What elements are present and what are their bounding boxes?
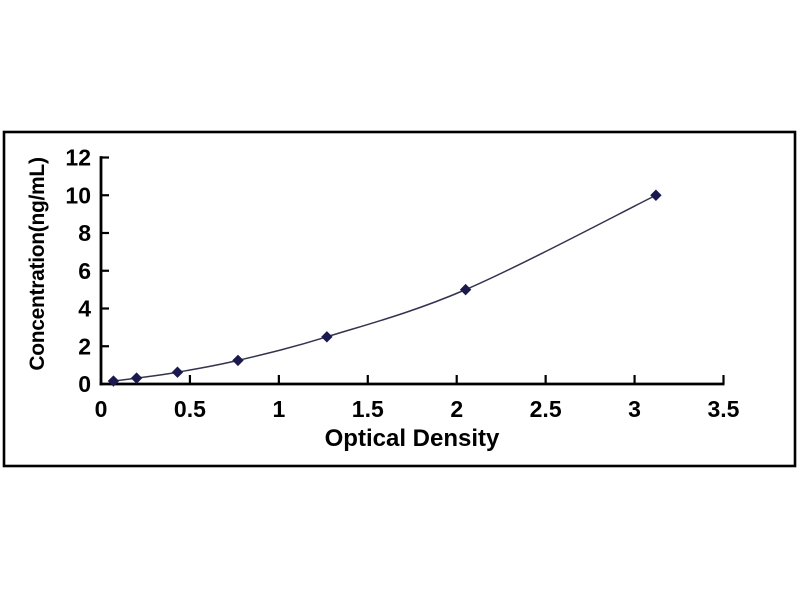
x-tick-label: 0.5 — [174, 396, 206, 422]
chart-frame-border — [2, 130, 797, 468]
y-tick-label: 10 — [65, 182, 91, 208]
y-tick-label: 12 — [65, 145, 91, 171]
data-point-marker — [171, 366, 184, 378]
y-axis-title: Concentration(ng/mL) — [26, 157, 49, 370]
tick-labels-layer: 0 0.5 1 1.5 2 2.5 3 3.5 0 2 4 6 8 10 12 — [65, 145, 739, 423]
data-point-marker — [232, 354, 244, 367]
x-axis-title: Optical Density — [325, 425, 500, 452]
tick-marks-layer — [101, 156, 725, 384]
axes-layer — [99, 156, 725, 386]
y-tick-label: 6 — [78, 258, 91, 284]
x-tick-label: 3.5 — [708, 396, 740, 422]
standard-curve-line — [113, 194, 657, 382]
y-tick-label: 2 — [78, 333, 91, 359]
y-tick-label: 4 — [78, 296, 91, 322]
x-tick-label: 2 — [450, 396, 463, 422]
x-tick-label: 1 — [272, 396, 285, 422]
x-tick-label: 2.5 — [530, 396, 562, 422]
x-tick-label: 0 — [95, 396, 108, 422]
data-series-layer — [107, 189, 662, 387]
data-point-marker — [650, 189, 662, 201]
data-point-marker — [130, 372, 143, 384]
y-tick-label: 0 — [78, 371, 91, 397]
x-tick-label: 1.5 — [352, 396, 384, 422]
data-point-marker — [459, 283, 472, 296]
data-point-marker — [107, 375, 120, 387]
y-tick-label: 8 — [78, 220, 91, 246]
data-point-marker — [321, 331, 333, 343]
x-tick-label: 3 — [628, 396, 641, 422]
